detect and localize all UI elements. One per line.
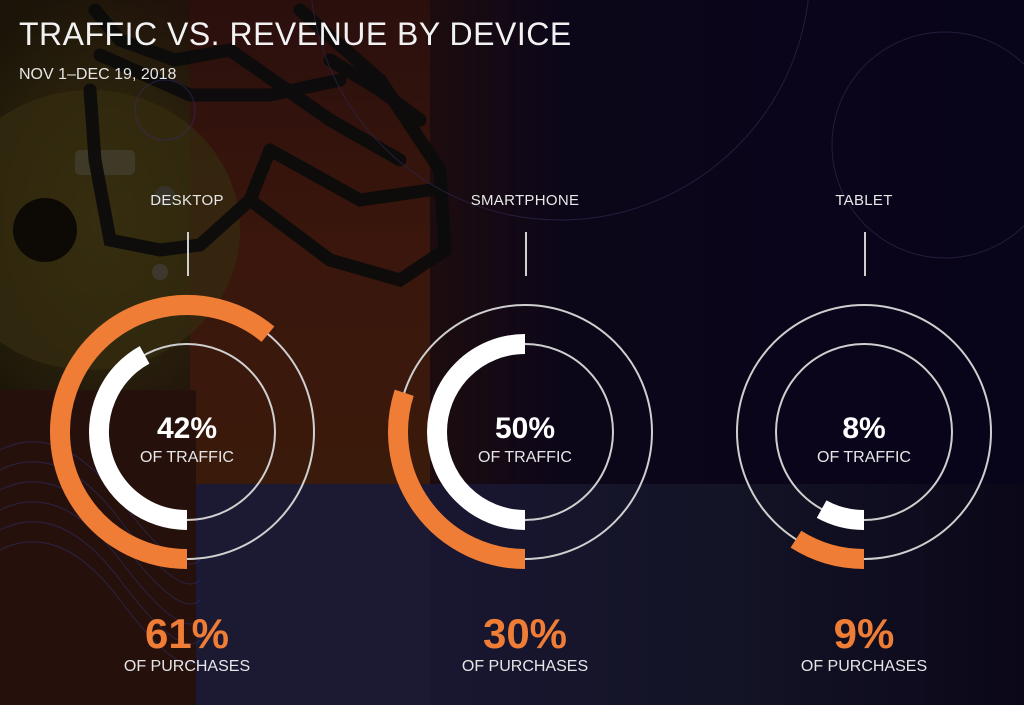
traffic-label-tablet: OF TRAFFIC [817, 449, 911, 466]
purchases-value-desktop: 61% [144, 610, 230, 657]
purchases-label-smartphone: OF PURCHASES [461, 658, 589, 675]
ring-chart-smartphone [388, 304, 653, 569]
ring-chart-desktop [50, 295, 315, 569]
purchases-arc [50, 295, 275, 569]
traffic-value-tablet: 8% [842, 412, 886, 445]
traffic-value-smartphone: 50% [494, 412, 556, 445]
traffic-arc [427, 334, 526, 530]
traffic-arc [816, 500, 865, 530]
purchases-value-tablet: 9% [833, 610, 895, 657]
date-range: NOV 1–DEC 19, 2018 [19, 66, 177, 83]
device-label-desktop: DESKTOP [150, 192, 224, 209]
traffic-label-smartphone: OF TRAFFIC [478, 449, 572, 466]
traffic-label-desktop: OF TRAFFIC [140, 449, 234, 466]
purchases-label-desktop: OF PURCHASES [123, 658, 251, 675]
traffic-value-desktop: 42% [156, 412, 218, 445]
purchases-arc [790, 530, 865, 569]
page-title: TRAFFIC VS. REVENUE BY DEVICE [19, 16, 572, 52]
device-label-tablet: TABLET [835, 192, 893, 209]
purchases-label-tablet: OF PURCHASES [800, 658, 928, 675]
connector-line-desktop [187, 232, 189, 276]
connector-line-tablet [864, 232, 866, 276]
ring-chart-tablet [736, 304, 992, 569]
purchases-arc [388, 389, 526, 569]
device-label-smartphone: SMARTPHONE [470, 192, 580, 209]
connector-line-smartphone [525, 232, 527, 276]
purchases-value-smartphone: 30% [482, 610, 568, 657]
traffic-arc [89, 346, 188, 530]
